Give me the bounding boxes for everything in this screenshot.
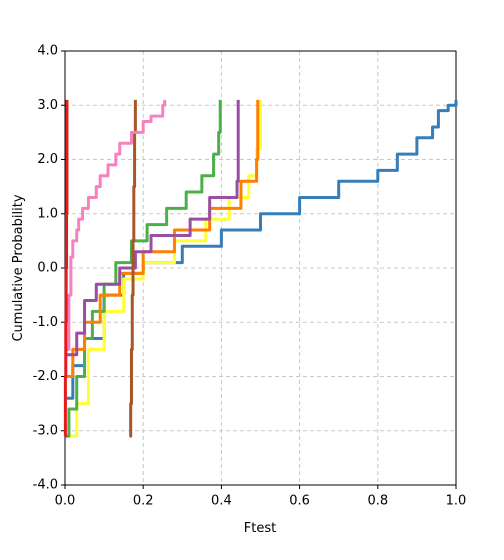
x-tick-label: 1.0 [446, 494, 467, 509]
y-tick-label: -3.0 [33, 423, 58, 438]
series-line [66, 99, 262, 438]
y-tick-label: 2.0 [37, 152, 58, 167]
series-line [66, 99, 167, 351]
x-tick-label: 0.8 [367, 494, 388, 509]
y-tick-label: 3.0 [37, 98, 58, 113]
y-tick-label: -4.0 [33, 478, 58, 493]
y-axis-label: Cumulative Probability [11, 194, 26, 341]
y-tick-label: 0.0 [37, 261, 58, 276]
series-line [129, 99, 137, 438]
series-line [66, 99, 240, 357]
y-tick-label: 1.0 [37, 206, 58, 221]
series-line [63, 99, 69, 438]
y-tick-label: 4.0 [37, 44, 58, 59]
series-line [66, 99, 260, 378]
y-tick-label: -2.0 [33, 369, 58, 384]
series-line [66, 99, 222, 438]
y-tick-label: -1.0 [33, 315, 58, 330]
x-tick-label: 0.0 [55, 494, 76, 509]
x-tick-label: 0.2 [133, 494, 154, 509]
x-axis-label: Ftest [244, 521, 276, 536]
x-tick-label: 0.6 [289, 494, 310, 509]
x-tick-label: 0.4 [211, 494, 232, 509]
